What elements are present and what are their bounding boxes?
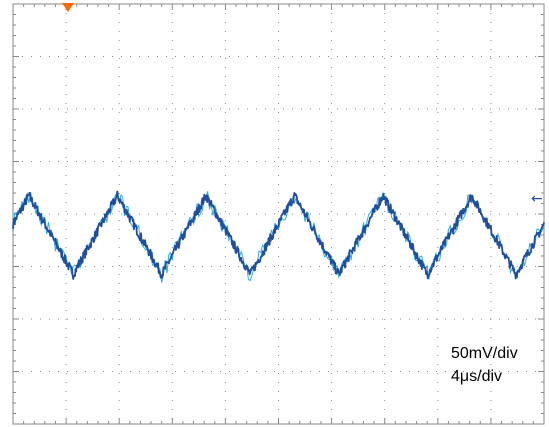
trigger-position-marker — [62, 3, 74, 12]
waveform-trace — [12, 190, 545, 283]
volts-per-div-label: 50mV/div — [451, 345, 518, 362]
reference-level-arrow: ← — [531, 191, 543, 207]
waveform-noise-trace — [12, 191, 545, 283]
graticule-ticks — [12, 3, 545, 425]
time-per-div-label: 4μs/div — [451, 368, 503, 385]
waveform-main-trace — [12, 190, 545, 280]
